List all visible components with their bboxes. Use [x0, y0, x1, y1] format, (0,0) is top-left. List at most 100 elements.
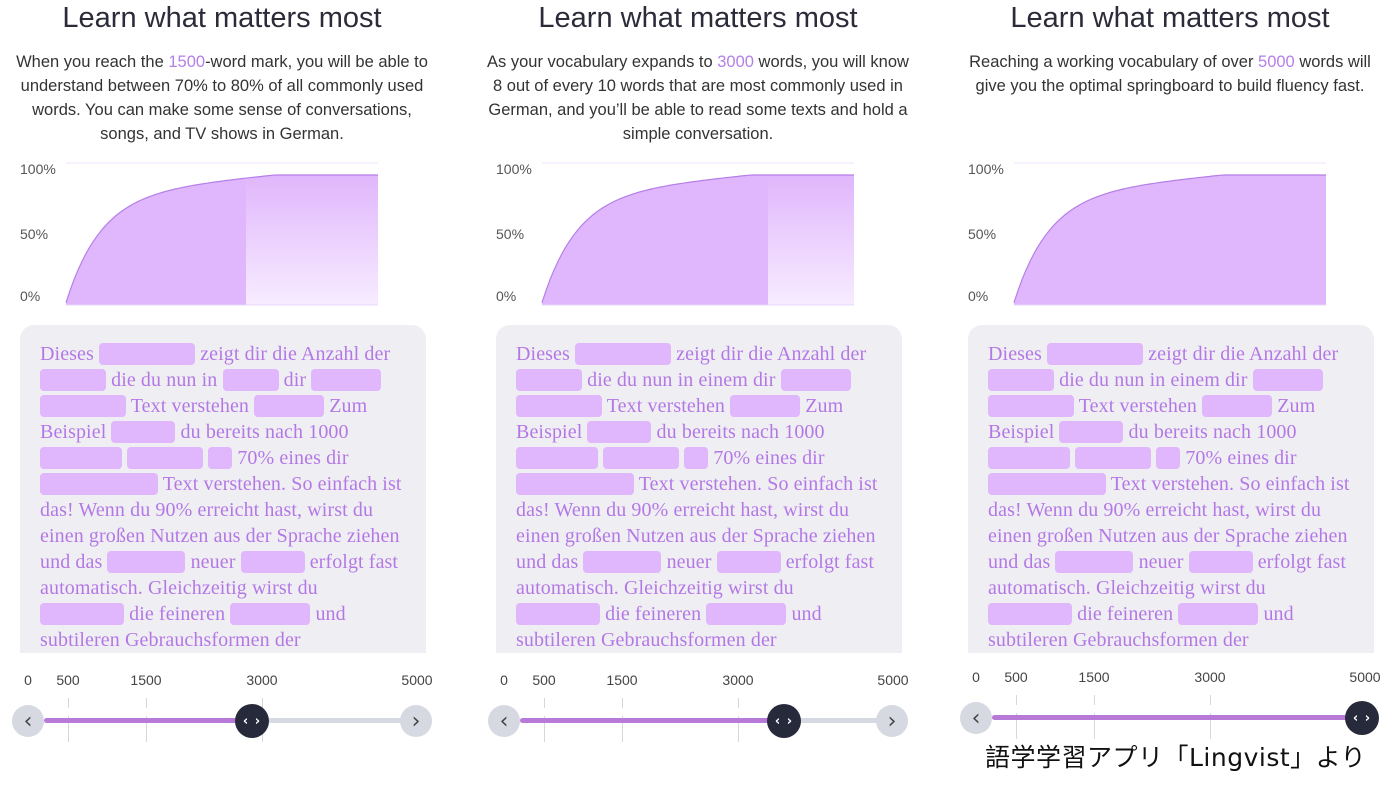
coverage-area-filled: [542, 175, 768, 305]
masked-word-blank: [40, 603, 124, 625]
text-preview-card: Dieses zeigt dir die Anzahl der die du n…: [496, 325, 902, 653]
masked-word-blank: [40, 395, 126, 417]
previous-button[interactable]: ‹: [488, 705, 520, 737]
next-button[interactable]: ›: [400, 705, 432, 737]
slider-track-filled: [520, 718, 784, 723]
scale-tick-line: [262, 698, 263, 708]
text-fragment: zeigt dir die Anzahl der: [1143, 343, 1339, 365]
next-button[interactable]: ›: [876, 705, 908, 737]
masked-word-blank: [988, 395, 1074, 417]
masked-word-blank: [516, 473, 634, 495]
scale-tick-label: 5000: [877, 672, 909, 688]
scale-tick-label: 0: [24, 672, 32, 688]
scale-tick-label: 3000: [722, 672, 754, 688]
intro-text: As your vocabulary expands to 3000 words…: [478, 50, 918, 146]
word-count-slider[interactable]: ‹ › ‹ ›: [2, 700, 442, 740]
text-fragment: neuer: [185, 551, 241, 573]
scale-tick-label: 500: [56, 672, 80, 688]
y-axis-label: 100%: [20, 161, 56, 177]
text-fragment: und subtileren Gebrauchsformen der: [516, 603, 822, 651]
text-fragment: Text verstehen. So einfach ist das! Wenn…: [988, 473, 1350, 573]
masked-word-blank: [516, 447, 598, 469]
slider-handle[interactable]: ‹ ›: [235, 704, 269, 738]
scale-tick-label: 1500: [606, 672, 638, 688]
scale-tick-line: [68, 698, 69, 708]
text-fragment: erfolgt fast automatisch. Gleichzeitig w…: [40, 551, 399, 599]
text-preview-card: Dieses zeigt dir die Anzahl der die du n…: [968, 325, 1374, 653]
masked-word-blank: [1055, 551, 1134, 573]
masked-word-blank: [706, 603, 787, 625]
text-fragment: Text verstehen. So einfach ist das! Wenn…: [40, 473, 402, 573]
scale-tick-label: 0: [500, 672, 508, 688]
scale-tick-label: 1500: [1078, 669, 1110, 685]
scale-tick-label: 1500: [130, 672, 162, 688]
text-fragment: Dieses: [40, 343, 100, 365]
coverage-curve: [65, 174, 378, 303]
y-axis-label: 0%: [496, 288, 516, 304]
text-fragment: die du nun in: [106, 369, 223, 391]
scale-tick-label: 500: [1004, 669, 1028, 685]
y-axis-label: 50%: [20, 226, 48, 242]
text-fragment: neuer: [661, 551, 717, 573]
y-axis-label: 100%: [968, 161, 1004, 177]
chevron-right-icon: ›: [411, 708, 421, 734]
text-fragment: Beispiel: [516, 421, 588, 443]
masked-text: Dieses zeigt dir die Anzahl der die du n…: [20, 325, 426, 653]
masked-word-blank: [254, 395, 325, 417]
slider-handle[interactable]: ‹ ›: [767, 704, 801, 738]
masked-word-blank: [1075, 447, 1152, 469]
scale-tick-label: 5000: [401, 672, 433, 688]
word-count-slider[interactable]: ‹ ‹ ›: [950, 697, 1390, 737]
intro-text-end: words, you will know 8 out of every 10 w…: [488, 53, 909, 143]
y-axis-label: 50%: [496, 226, 524, 242]
masked-word-blank: [1059, 421, 1124, 443]
masked-word-blank: [684, 447, 709, 469]
word-count-highlight: 3000: [717, 53, 754, 71]
intro-text-end: words will give you the optimal springbo…: [975, 53, 1371, 95]
masked-word-blank: [716, 551, 781, 573]
masked-word-blank: [40, 473, 158, 495]
text-fragment: Zum: [324, 395, 368, 417]
masked-word-blank: [1156, 447, 1181, 469]
scale-tick-line: [1094, 695, 1095, 705]
masked-word-blank: [1252, 369, 1323, 391]
lesson-panel-5000: Learn what matters most Reaching a workin…: [950, 0, 1390, 792]
word-count-slider[interactable]: ‹ › ‹ ›: [478, 700, 918, 740]
scale-tick-line: [1210, 695, 1211, 705]
masked-word-blank: [583, 551, 662, 573]
slider-track-filled: [44, 718, 252, 723]
text-fragment: du bereits nach 1000: [651, 421, 825, 443]
text-fragment: du bereits nach 1000: [175, 421, 349, 443]
scale-tick-line: [544, 698, 545, 708]
panel-title: Learn what matters most: [1010, 2, 1330, 34]
text-fragment: 70% eines dir: [1180, 447, 1297, 469]
panel-title: Learn what matters most: [538, 2, 858, 34]
masked-word-blank: [40, 447, 122, 469]
masked-word-blank: [1178, 603, 1259, 625]
scale-tick-line: [1210, 713, 1211, 739]
masked-word-blank: [311, 369, 382, 391]
slider-scale: 0 500 1500 3000 5000: [2, 672, 442, 742]
intro-text-end: -word mark, you will be able to understa…: [20, 53, 428, 143]
scale-tick-label: 3000: [1194, 669, 1226, 685]
masked-word-blank: [988, 369, 1054, 391]
masked-word-blank: [230, 603, 311, 625]
drag-arrows-icon: ‹ ›: [774, 713, 794, 729]
intro-text: When you reach the 1500-word mark, you w…: [2, 50, 442, 146]
masked-word-blank: [1047, 343, 1144, 365]
masked-word-blank: [208, 447, 233, 469]
previous-button[interactable]: ‹: [960, 702, 992, 734]
scale-tick-label: 500: [532, 672, 556, 688]
coverage-chart: 100% 50% 0%: [496, 161, 854, 306]
previous-button[interactable]: ‹: [12, 705, 44, 737]
slider-handle[interactable]: ‹ ›: [1345, 701, 1379, 735]
masked-text: Dieses zeigt dir die Anzahl der die du n…: [968, 325, 1374, 653]
masked-word-blank: [516, 395, 602, 417]
masked-word-blank: [587, 421, 652, 443]
y-axis-label: 0%: [20, 288, 40, 304]
chevron-left-icon: ‹: [971, 705, 981, 731]
coverage-area-remaining: [768, 175, 854, 305]
masked-word-blank: [988, 603, 1072, 625]
scale-tick-label: 5000: [1349, 669, 1381, 685]
lesson-panel-3000: Learn what matters most As your vocabular…: [478, 0, 918, 792]
